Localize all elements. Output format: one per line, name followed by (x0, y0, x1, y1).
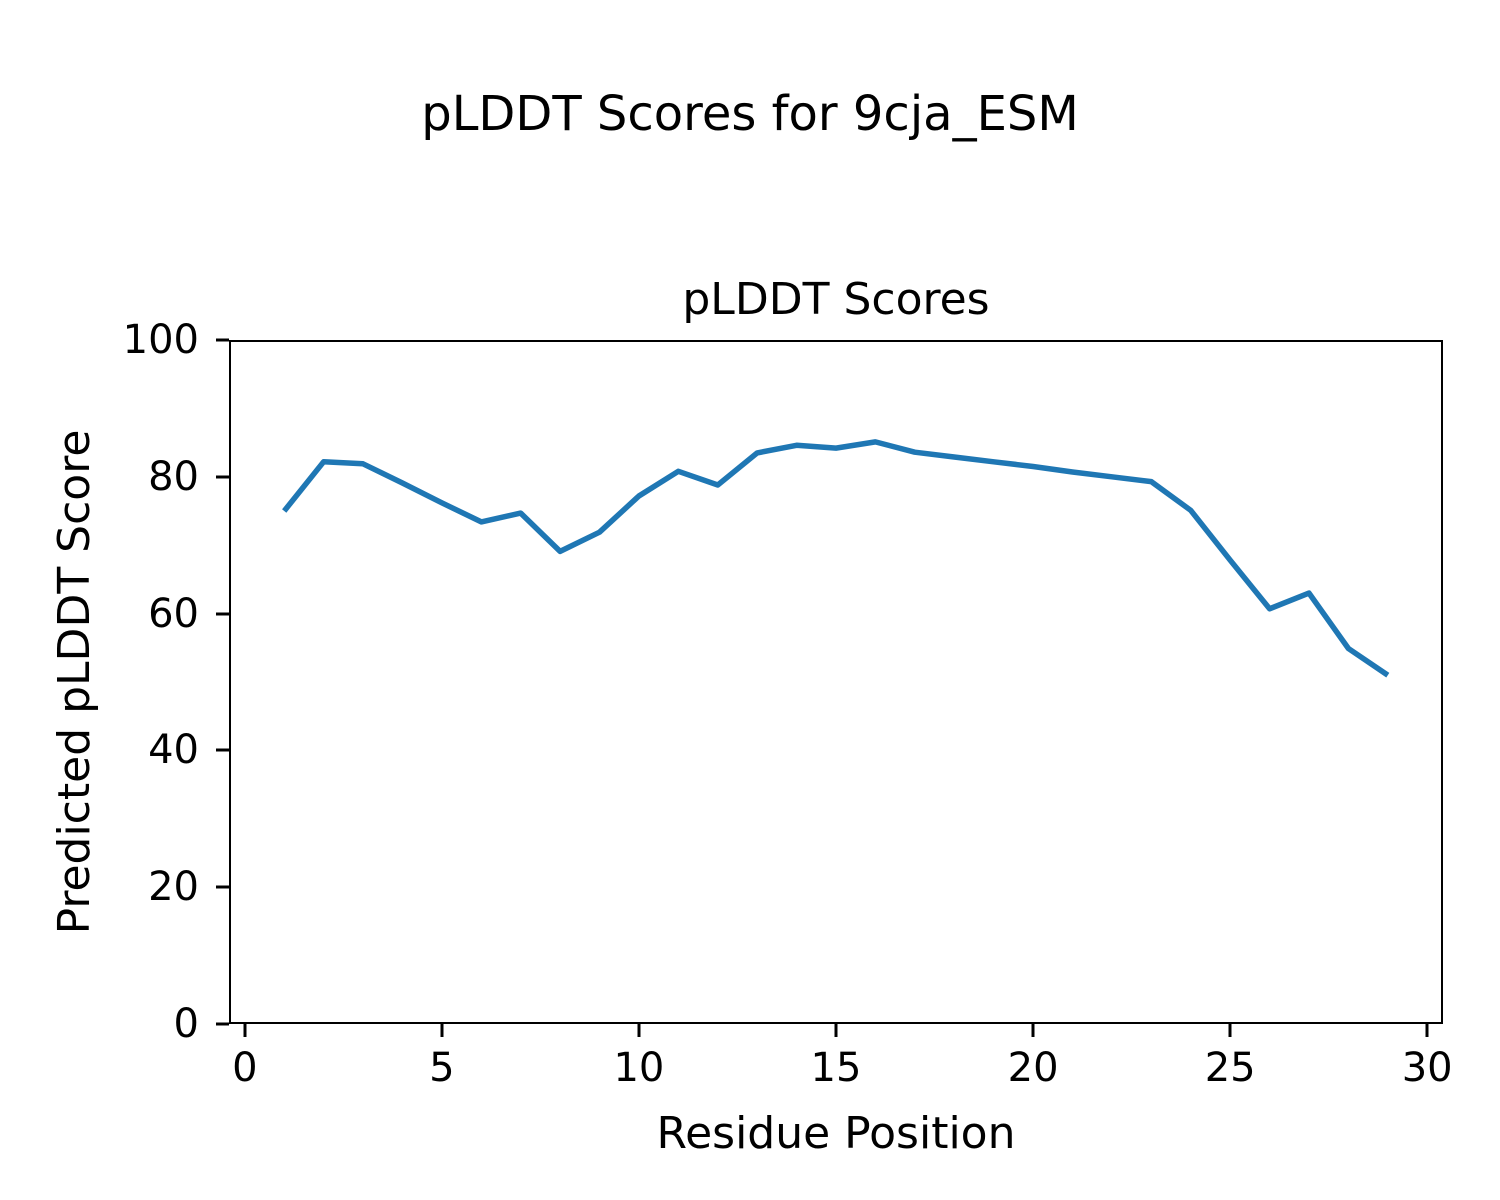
x-tick-mark (243, 1024, 247, 1037)
y-tick-label: 80 (148, 453, 199, 500)
line-chart-svg (229, 340, 1443, 1024)
y-tick-label: 60 (148, 590, 199, 637)
y-tick-label: 100 (122, 317, 199, 363)
y-tick-label: 0 (173, 1001, 199, 1047)
x-tick-label: 10 (613, 1045, 665, 1091)
x-axis-label: Residue Position (656, 1108, 1016, 1159)
y-tick-mark (216, 885, 229, 889)
y-tick-mark (216, 338, 229, 342)
x-tick-label: 5 (429, 1045, 455, 1091)
x-tick-mark (440, 1024, 444, 1037)
y-tick-label: 20 (148, 864, 199, 911)
y-axis-label: Predicted pLDDT Score (49, 429, 100, 935)
y-tick-label: 40 (148, 727, 199, 774)
y-tick-mark (216, 748, 229, 752)
x-tick-label: 15 (810, 1045, 862, 1091)
x-tick-mark (1031, 1024, 1035, 1037)
axes-title: pLDDT Scores (682, 274, 990, 325)
y-tick-mark (216, 1022, 229, 1026)
plddt-series-line (282, 439, 1390, 678)
x-tick-label: 0 (232, 1045, 258, 1091)
plot-area: 0 5 10 15 20 25 30 0 20 40 60 80 100 (123, 320, 1453, 1088)
x-tick-label: 25 (1204, 1045, 1256, 1091)
x-tick-mark (834, 1024, 838, 1037)
x-tick-label: 20 (1007, 1045, 1059, 1091)
x-tick-mark (1425, 1024, 1429, 1037)
x-tick-mark (637, 1024, 641, 1037)
figure-title: pLDDT Scores for 9cja_ESM (421, 86, 1079, 142)
x-tick-label: 30 (1401, 1045, 1453, 1091)
y-tick-mark (216, 612, 229, 616)
y-tick-mark (216, 475, 229, 479)
axes-frame (229, 340, 1443, 1024)
x-tick-mark (1228, 1024, 1232, 1037)
